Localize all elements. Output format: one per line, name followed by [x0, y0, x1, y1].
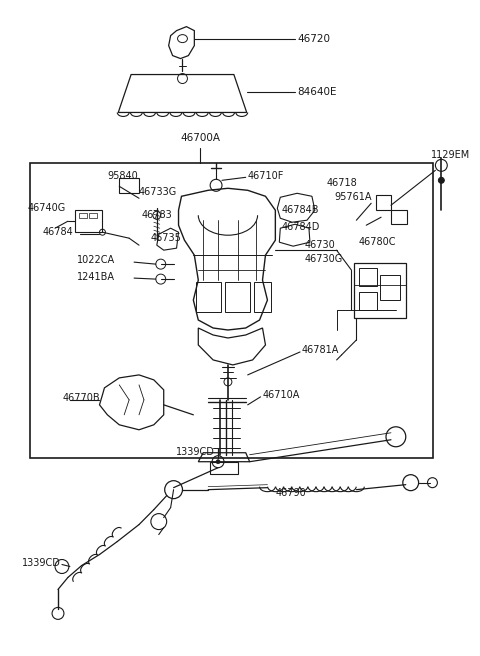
Bar: [380, 275, 400, 300]
Bar: [354, 263, 406, 318]
Text: 46710A: 46710A: [263, 390, 300, 400]
Bar: [376, 195, 391, 211]
Text: 95840: 95840: [108, 171, 138, 181]
Text: 1339CD: 1339CD: [23, 558, 61, 567]
Text: 46784: 46784: [42, 227, 73, 237]
Bar: [360, 268, 377, 286]
Bar: [79, 213, 87, 218]
Text: 46780C: 46780C: [359, 237, 396, 247]
Bar: [75, 211, 102, 232]
Text: 46710F: 46710F: [248, 171, 284, 181]
Text: 46730G: 46730G: [305, 254, 343, 264]
Bar: [30, 163, 433, 458]
Bar: [210, 462, 238, 474]
Circle shape: [216, 460, 220, 464]
Text: 46720: 46720: [297, 33, 330, 43]
Text: 46784B: 46784B: [281, 205, 319, 215]
Text: 84640E: 84640E: [297, 87, 336, 98]
Circle shape: [438, 177, 444, 183]
Bar: [89, 213, 96, 218]
Text: 1339CD: 1339CD: [176, 447, 215, 457]
Text: 46784D: 46784D: [281, 222, 320, 232]
Text: 46781A: 46781A: [302, 345, 339, 355]
Text: 46735: 46735: [151, 233, 182, 243]
Text: 1022CA: 1022CA: [77, 255, 115, 265]
Bar: [253, 282, 271, 312]
Text: 46783: 46783: [142, 210, 173, 220]
Text: 46790: 46790: [276, 487, 306, 498]
Text: 46730: 46730: [305, 240, 336, 250]
Bar: [391, 211, 407, 224]
Bar: [196, 282, 221, 312]
Text: 46700A: 46700A: [180, 133, 220, 144]
Text: 1241BA: 1241BA: [77, 272, 115, 282]
Text: 1129EM: 1129EM: [431, 150, 470, 160]
Text: 46718: 46718: [327, 178, 358, 188]
Text: 46733G: 46733G: [139, 187, 177, 197]
Bar: [225, 282, 250, 312]
Text: 46770B: 46770B: [63, 393, 101, 403]
Bar: [360, 292, 377, 310]
Text: 46740G: 46740G: [27, 203, 66, 213]
Text: 95761A: 95761A: [335, 192, 372, 202]
Bar: [119, 178, 139, 194]
